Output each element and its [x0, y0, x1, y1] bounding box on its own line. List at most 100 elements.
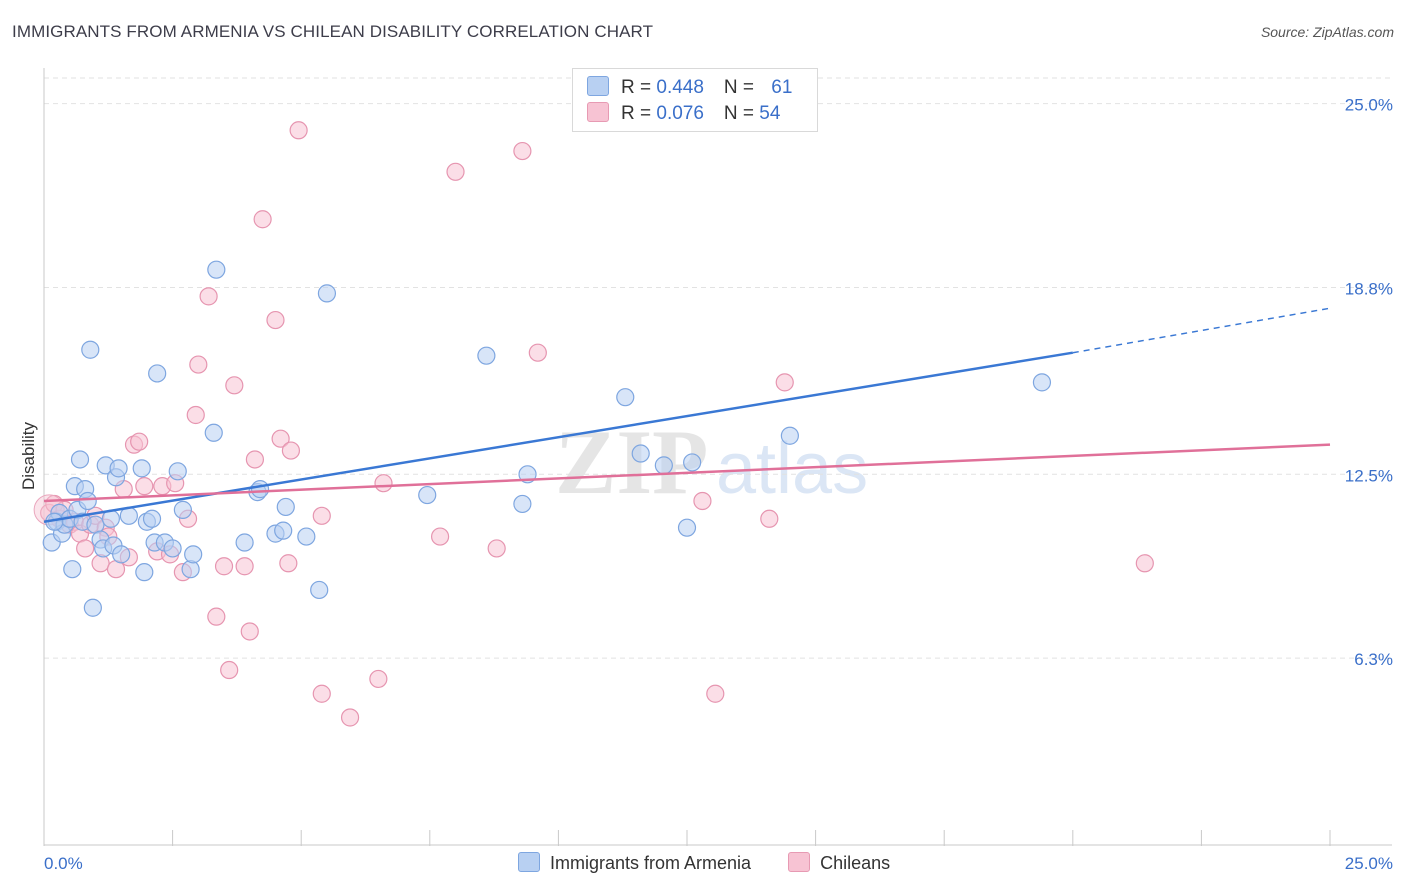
- blue-swatch-icon: [518, 852, 540, 872]
- chileans-point: [760, 509, 779, 528]
- chileans-point: [207, 607, 226, 626]
- chileans-point: [775, 373, 794, 392]
- series-legend-label-armenia: Immigrants from Armenia: [550, 853, 752, 873]
- chileans-point: [706, 684, 725, 703]
- armenia-point: [274, 521, 293, 540]
- chileans-point: [189, 355, 208, 374]
- legend-row-armenia: R = 0.448 N = 61: [587, 76, 792, 100]
- chileans-point: [693, 491, 712, 511]
- chileans-point: [281, 441, 301, 460]
- legend-r-value-2: 0.076: [656, 103, 704, 124]
- chileans-point: [430, 527, 450, 546]
- armenia-point: [250, 480, 270, 499]
- source-credit: Source: ZipAtlas.com: [1260, 24, 1394, 40]
- armenia-point: [235, 533, 254, 552]
- armenia-point: [81, 340, 100, 359]
- chileans-point: [487, 539, 506, 558]
- y-tick-label: 6.3%: [1354, 650, 1393, 669]
- chileans-point: [225, 376, 244, 395]
- y-tick-label: 18.8%: [1345, 279, 1393, 298]
- chileans-point: [279, 554, 298, 573]
- armenia-point: [297, 527, 316, 546]
- armenia-point: [70, 450, 90, 469]
- armenia-point: [132, 459, 151, 478]
- armenia-point: [654, 456, 673, 475]
- armenia-point: [63, 560, 82, 579]
- legend-r-label-1: R =: [621, 77, 657, 98]
- chileans-point: [214, 557, 234, 576]
- chileans-point: [266, 310, 285, 330]
- armenia-point: [780, 426, 799, 445]
- armenia-point: [204, 423, 223, 442]
- armenia-point: [135, 563, 154, 582]
- chileans-point: [528, 343, 547, 362]
- x-tick-label-min: 0.0%: [44, 854, 83, 873]
- chileans-point: [253, 210, 272, 229]
- armenia-point: [310, 580, 329, 600]
- armenia-point: [109, 459, 128, 478]
- armenia-point: [1032, 373, 1052, 392]
- y-tick-label: 12.5%: [1345, 466, 1393, 485]
- chileans-trend-line: [43, 443, 1331, 503]
- armenia-point: [616, 388, 635, 407]
- armenia-point: [163, 539, 182, 558]
- legend-n-value-2: 54: [759, 103, 781, 124]
- blue-swatch-icon: [587, 76, 609, 96]
- chileans-point: [1135, 554, 1154, 573]
- chileans-point: [76, 539, 95, 558]
- legend-row-chileans: R = 0.076 N = 54: [587, 102, 780, 126]
- chileans-point: [135, 477, 154, 496]
- chileans-point: [130, 432, 149, 451]
- series-legend-chileans: Chileans: [788, 852, 890, 874]
- pink-swatch-icon: [788, 852, 811, 872]
- y-axis-label: Disability: [19, 421, 38, 490]
- armenia-point: [631, 444, 650, 463]
- chileans-point: [513, 141, 532, 161]
- chileans-point: [91, 554, 110, 573]
- series-legend-armenia: Immigrants from Armenia: [518, 852, 751, 874]
- chileans-point: [240, 622, 259, 641]
- chileans-point: [374, 474, 393, 493]
- armenia-point: [112, 545, 131, 564]
- series-legend: Immigrants from Armenia Chileans: [518, 852, 922, 874]
- chileans-point: [245, 450, 265, 469]
- x-tick-label-max: 25.0%: [1345, 854, 1393, 873]
- chileans-point: [369, 669, 388, 689]
- chileans-point: [446, 162, 465, 181]
- armenia-point: [181, 560, 200, 579]
- armenia-point: [184, 545, 203, 564]
- legend-n-label-2: N =: [723, 103, 760, 124]
- pink-swatch-icon: [587, 102, 609, 122]
- series-legend-label-chileans: Chileans: [820, 853, 891, 873]
- armenia-point: [78, 491, 97, 511]
- armenia-point: [677, 518, 697, 537]
- chileans-point: [312, 684, 331, 703]
- legend-n-label-1: N =: [723, 77, 760, 98]
- chileans-point: [186, 405, 205, 425]
- legend-n-value-1: 61: [771, 77, 793, 98]
- legend-r-label-2: R =: [621, 103, 657, 124]
- chileans-point: [340, 708, 360, 727]
- legend-r-value-1: 0.448: [656, 77, 704, 98]
- chileans-point: [220, 660, 239, 680]
- armenia-point: [142, 509, 162, 528]
- armenia-point: [148, 364, 167, 383]
- chileans-point: [199, 287, 218, 306]
- chileans-point: [289, 121, 308, 140]
- armenia-trend-extension: [1072, 307, 1331, 354]
- chileans-point: [271, 429, 290, 448]
- armenia-point: [477, 346, 496, 365]
- armenia-point: [683, 453, 702, 472]
- armenia-point: [168, 462, 187, 481]
- chileans-point: [312, 506, 331, 525]
- armenia-point: [276, 497, 295, 517]
- armenia-point: [83, 598, 102, 617]
- armenia-point: [513, 494, 532, 514]
- armenia-point: [173, 500, 192, 519]
- armenia-point: [317, 284, 337, 303]
- chileans-point: [235, 557, 254, 576]
- armenia-point: [207, 260, 226, 279]
- stats-legend: R = 0.448 N = 61 R = 0.076 N = 54: [572, 68, 818, 132]
- y-tick-label: 25.0%: [1345, 96, 1393, 115]
